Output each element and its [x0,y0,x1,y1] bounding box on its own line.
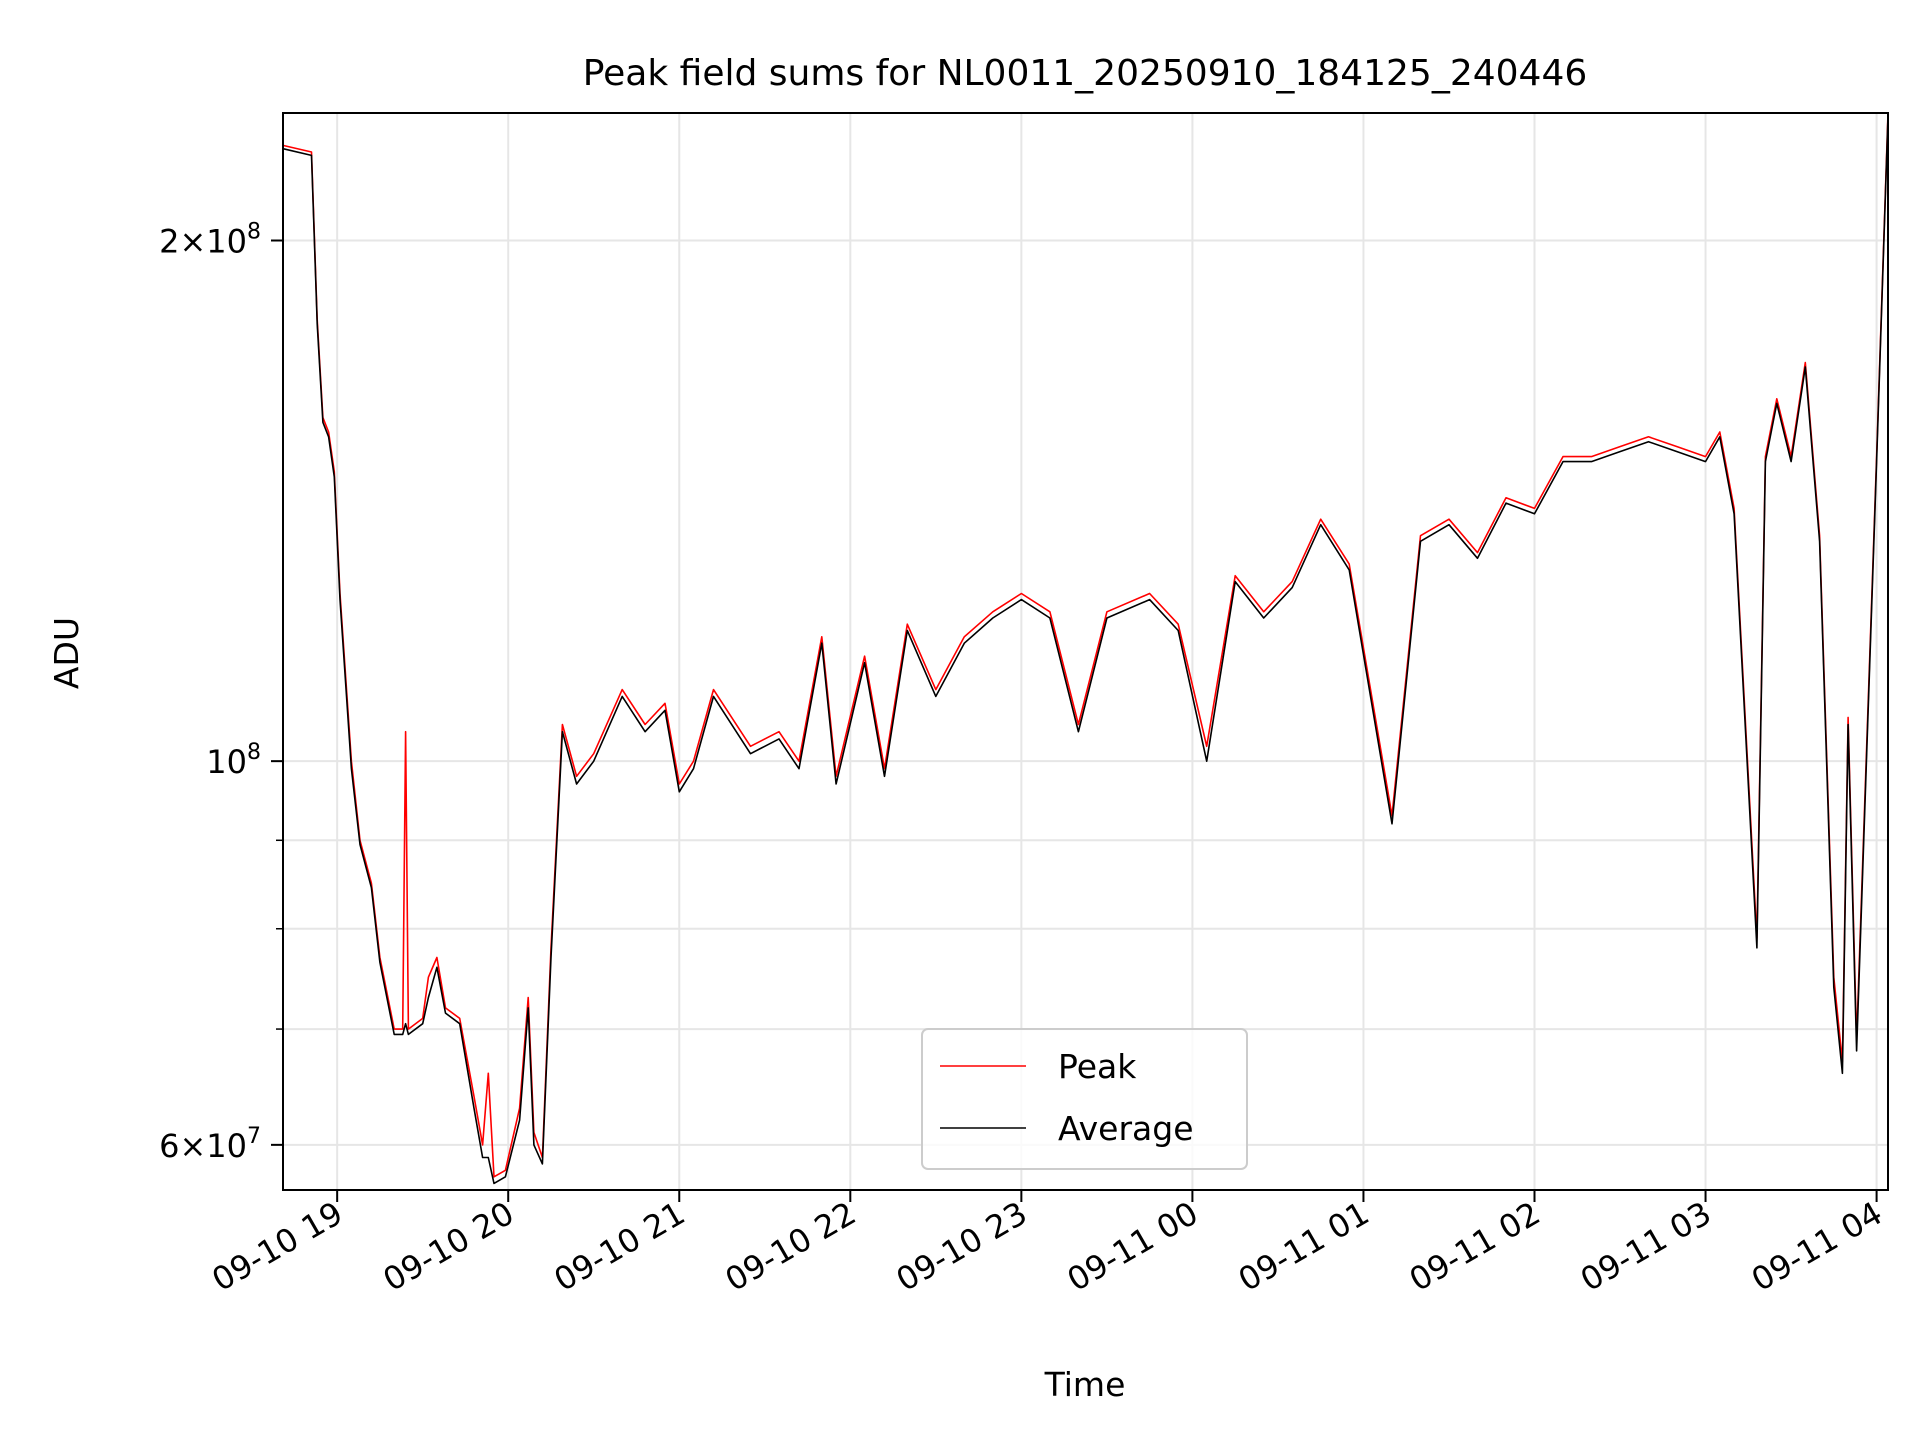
legend: Peak Average [921,1028,1248,1170]
y-tick-label: 2×108 [159,220,261,261]
y-tick-label: 6×107 [159,1124,261,1165]
series-line-average [282,116,1889,1185]
x-axis-label: Time [1044,1365,1126,1404]
legend-label-average: Average [1058,1109,1194,1148]
series-line-peak [282,112,1889,1178]
y-tick-label: 108 [206,740,261,781]
chart-title: Peak field sums for NL0011_20250910_1841… [583,53,1588,94]
legend-box [921,1028,1248,1170]
legend-label-peak: Peak [1058,1047,1137,1086]
y-axis-label: ADU [47,617,86,689]
series-lines [282,112,1889,1185]
plot-frame [282,112,1889,1191]
